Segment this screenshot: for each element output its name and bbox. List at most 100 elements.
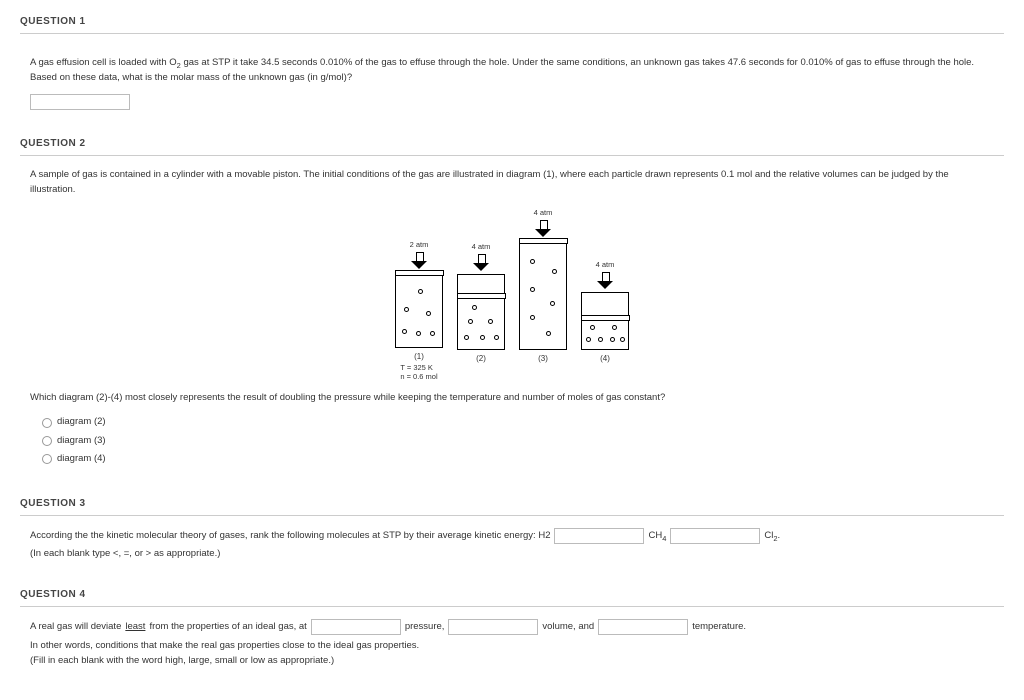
particle-icon bbox=[612, 325, 617, 330]
cyl4-box bbox=[581, 292, 629, 350]
q2-option-4[interactable]: diagram (4) bbox=[42, 452, 994, 466]
question-1: QUESTION 1 A gas effusion cell is loaded… bbox=[20, 10, 1004, 128]
cyl2-label: 4 atm bbox=[472, 241, 491, 252]
particle-icon bbox=[472, 305, 477, 310]
cyl1-dots bbox=[396, 277, 442, 347]
q3-line: According the the kinetic molecular theo… bbox=[30, 528, 994, 544]
q3-blank-1[interactable] bbox=[554, 528, 644, 544]
q1-text-a: A gas effusion cell is loaded with O bbox=[30, 57, 177, 68]
radio-icon bbox=[42, 418, 52, 428]
piston-icon bbox=[519, 238, 568, 244]
q3-blank-2[interactable] bbox=[670, 528, 760, 544]
arrow-down-icon bbox=[597, 272, 613, 290]
q3-ch4-a: CH bbox=[648, 530, 662, 541]
particle-icon bbox=[552, 269, 557, 274]
cyl3-box bbox=[519, 240, 567, 350]
cyl4-num: (4) bbox=[600, 353, 610, 365]
particle-icon bbox=[416, 331, 421, 336]
q3-cl2-c: . bbox=[778, 530, 781, 541]
q4-f: In other words, conditions that make the… bbox=[30, 639, 994, 653]
q4-blank-volume[interactable] bbox=[448, 619, 538, 635]
particle-icon bbox=[402, 329, 407, 334]
q2-intro: A sample of gas is contained in a cylind… bbox=[30, 168, 994, 197]
q4-line-1: A real gas will deviate least from the p… bbox=[30, 619, 994, 635]
cylinder-2: 4 atm (2) bbox=[457, 241, 505, 381]
question-2: QUESTION 2 A sample of gas is contained … bbox=[20, 132, 1004, 488]
q2-options: diagram (2) diagram (3) diagram (4) bbox=[30, 415, 994, 466]
q2-opt-a-label: diagram (2) bbox=[57, 415, 106, 429]
particle-icon bbox=[530, 315, 535, 320]
particle-icon bbox=[586, 337, 591, 342]
radio-icon bbox=[42, 436, 52, 446]
q2-option-2[interactable]: diagram (2) bbox=[42, 415, 994, 429]
question-1-prompt: A gas effusion cell is loaded with O2 ga… bbox=[30, 56, 994, 85]
question-1-body: A gas effusion cell is loaded with O2 ga… bbox=[20, 33, 1004, 128]
cyl1-label: 2 atm bbox=[410, 239, 429, 250]
q1-answer-input[interactable] bbox=[30, 94, 130, 110]
q4-a: A real gas will deviate bbox=[30, 620, 121, 634]
q2-question: Which diagram (2)-(4) most closely repre… bbox=[30, 391, 994, 405]
question-2-title: QUESTION 2 bbox=[20, 132, 1004, 155]
particle-icon bbox=[550, 301, 555, 306]
cyl3-num: (3) bbox=[538, 353, 548, 365]
q4-e: temperature. bbox=[692, 620, 746, 634]
particle-icon bbox=[430, 331, 435, 336]
particle-icon bbox=[464, 335, 469, 340]
q2-option-3[interactable]: diagram (3) bbox=[42, 434, 994, 448]
cyl1-foot-n: n = 0.6 mol bbox=[400, 372, 437, 381]
question-4: QUESTION 4 A real gas will deviate least… bbox=[20, 583, 1004, 686]
q4-d: volume, and bbox=[542, 620, 594, 634]
question-3: QUESTION 3 According the the kinetic mol… bbox=[20, 492, 1004, 579]
q3-text-a: According the the kinetic molecular theo… bbox=[30, 529, 550, 543]
particle-icon bbox=[546, 331, 551, 336]
arrow-down-icon bbox=[473, 254, 489, 272]
piston-icon bbox=[395, 270, 444, 276]
q3-cl2: Cl2. bbox=[764, 529, 780, 544]
q2-opt-b-label: diagram (3) bbox=[57, 434, 106, 448]
q4-c: pressure, bbox=[405, 620, 445, 634]
particle-icon bbox=[590, 325, 595, 330]
particle-icon bbox=[488, 319, 493, 324]
cyl1-box bbox=[395, 272, 443, 348]
q3-ch4-sub: 4 bbox=[662, 533, 666, 542]
question-4-body: A real gas will deviate least from the p… bbox=[20, 606, 1004, 686]
q4-blank-temperature[interactable] bbox=[598, 619, 688, 635]
q4-b: from the properties of an ideal gas, at bbox=[149, 620, 306, 634]
cyl2-box bbox=[457, 274, 505, 350]
arrow-down-icon bbox=[535, 220, 551, 238]
particle-icon bbox=[480, 335, 485, 340]
particle-icon bbox=[620, 337, 625, 342]
q3-text-b: (In each blank type <, =, or > as approp… bbox=[30, 547, 994, 561]
particle-icon bbox=[418, 289, 423, 294]
particle-icon bbox=[426, 311, 431, 316]
cylinder-4: 4 atm (4) bbox=[581, 259, 629, 381]
cyl2-dots bbox=[458, 299, 504, 349]
cyl3-label: 4 atm bbox=[534, 207, 553, 218]
cyl1-foot-t: T = 325 K bbox=[400, 363, 437, 372]
arrow-down-icon bbox=[411, 252, 427, 270]
question-1-title: QUESTION 1 bbox=[20, 10, 1004, 33]
cyl1-foot: T = 325 K n = 0.6 mol bbox=[400, 363, 437, 381]
cyl1-num: (1) bbox=[414, 351, 424, 363]
cyl2-num: (2) bbox=[476, 353, 486, 365]
q4-least: least bbox=[125, 620, 145, 634]
particle-icon bbox=[530, 287, 535, 292]
q4-g: (Fill in each blank with the word high, … bbox=[30, 654, 994, 668]
particle-icon bbox=[598, 337, 603, 342]
q2-diagram: 2 atm (1) bbox=[30, 207, 994, 381]
particle-icon bbox=[468, 319, 473, 324]
cyl4-label: 4 atm bbox=[596, 259, 615, 270]
q2-opt-c-label: diagram (4) bbox=[57, 452, 106, 466]
question-3-body: According the the kinetic molecular theo… bbox=[20, 515, 1004, 579]
q3-ch4: CH4 bbox=[648, 529, 666, 544]
cyl3-dots bbox=[520, 245, 566, 349]
particle-icon bbox=[404, 307, 409, 312]
radio-icon bbox=[42, 454, 52, 464]
particle-icon bbox=[494, 335, 499, 340]
question-4-title: QUESTION 4 bbox=[20, 583, 1004, 606]
q4-blank-pressure[interactable] bbox=[311, 619, 401, 635]
particle-icon bbox=[530, 259, 535, 264]
cyl4-dots bbox=[582, 319, 628, 349]
question-2-body: A sample of gas is contained in a cylind… bbox=[20, 155, 1004, 488]
cylinder-3: 4 atm (3) bbox=[519, 207, 567, 381]
